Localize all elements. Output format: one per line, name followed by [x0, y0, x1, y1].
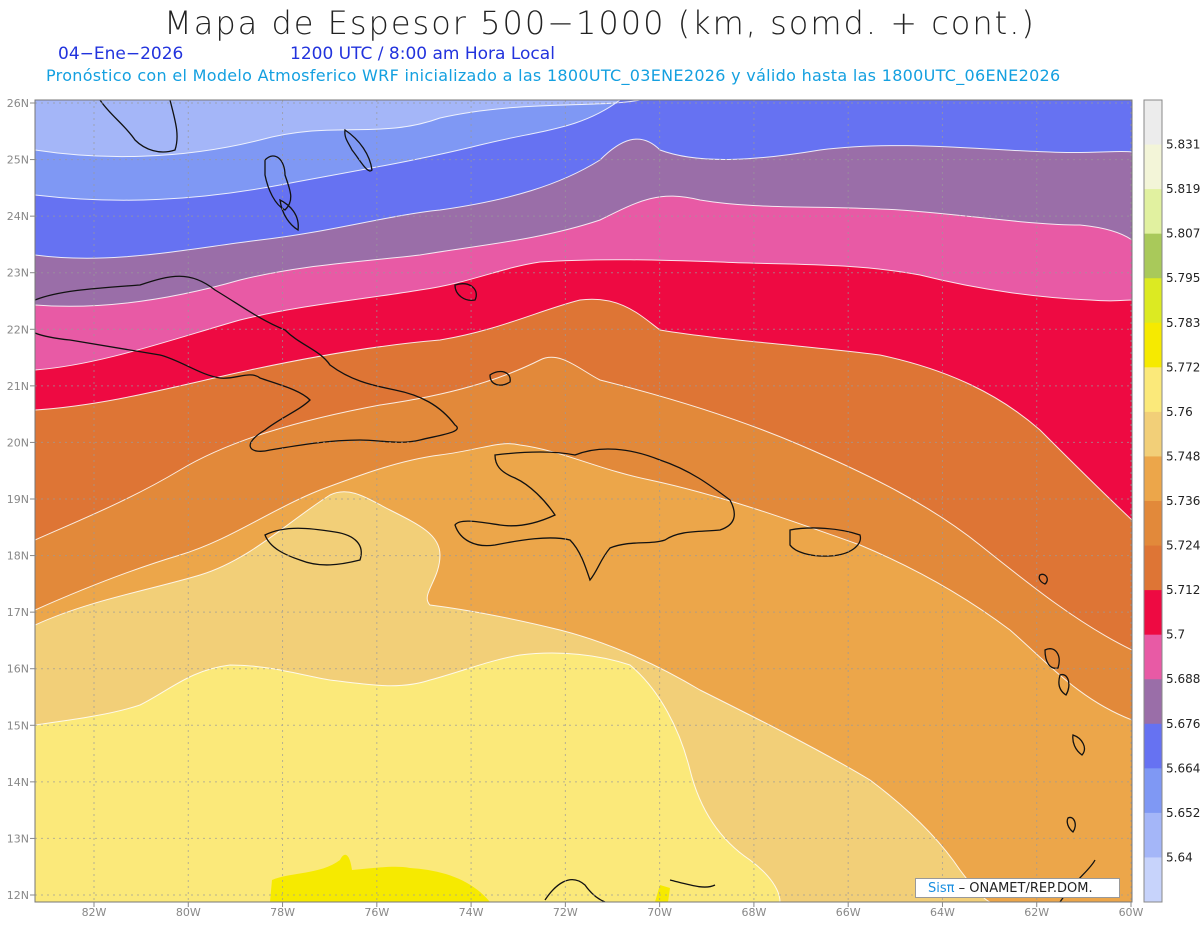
lesser-antilles-coast	[1038, 573, 1086, 833]
lat-label: 14N	[7, 776, 29, 789]
colorbar-label: 5.664	[1166, 761, 1200, 775]
colorbar-label: 5.831	[1166, 138, 1200, 152]
thickness-bands	[35, 100, 1132, 902]
lat-label: 13N	[7, 832, 29, 845]
forecast-date: 04−Ene−2026	[58, 44, 184, 64]
colorbar-label: 5.76	[1166, 405, 1193, 419]
turks-coast	[489, 370, 511, 386]
colorbar-label: 5.676	[1166, 717, 1200, 731]
colorbar-label: 5.724	[1166, 539, 1200, 553]
lat-label: 19N	[7, 493, 29, 506]
lon-label: 64W	[930, 906, 955, 919]
lon-label: 70W	[647, 906, 672, 919]
colorbar-label: 5.819	[1166, 182, 1200, 196]
colorbar-segment	[1144, 723, 1162, 769]
lon-label: 78W	[270, 906, 295, 919]
colorbar-label: 5.795	[1166, 271, 1200, 285]
credit-box: Sisπ – ONAMET/REP.DOM.	[915, 878, 1120, 898]
lon-label: 76W	[364, 906, 389, 919]
band-5772	[35, 653, 780, 902]
lon-label: 68W	[741, 906, 766, 919]
forecast-time: 1200 UTC / 8:00 am Hora Local	[290, 44, 555, 64]
lat-label: 24N	[7, 210, 29, 223]
colorbar-label: 5.64	[1166, 850, 1193, 864]
colorbar-segment	[1144, 501, 1162, 547]
model-info: Pronóstico con el Modelo Atmosferico WRF…	[46, 66, 1061, 85]
inagua-coast	[454, 283, 477, 301]
colorbar-label: 5.807	[1166, 227, 1200, 241]
colorbar-segment	[1144, 590, 1162, 636]
colorbar-segment	[1144, 322, 1162, 368]
colorbar-label: 5.783	[1166, 316, 1200, 330]
band-5783	[270, 854, 490, 902]
colorbar-label: 5.688	[1166, 672, 1200, 686]
colorbar-segment	[1144, 411, 1162, 457]
florida-coast	[99, 100, 178, 153]
puerto-rico-coast	[789, 527, 862, 557]
lon-label: 60W	[1119, 906, 1144, 919]
colorbar-segment	[1144, 768, 1162, 814]
lon-label: 62W	[1024, 906, 1049, 919]
eleuthera-coast	[344, 128, 373, 172]
lat-label: 12N	[7, 889, 29, 902]
colorbar-segment	[1144, 812, 1162, 858]
lon-label: 80W	[176, 906, 201, 919]
colorbar-segment	[1144, 100, 1162, 146]
credit-text: – ONAMET/REP.DOM.	[954, 881, 1093, 896]
lon-label: 72W	[553, 906, 578, 919]
colorbar-segment	[1144, 857, 1162, 903]
hispaniola-coast	[454, 448, 735, 582]
latitude-labels: 26N 25N 24N 23N 22N 21N 20N 19N 18N 17N 16N 15N 14N 1…	[7, 97, 35, 902]
lat-label: 23N	[7, 267, 29, 280]
lat-label: 15N	[7, 719, 29, 732]
colorbar-segment	[1144, 456, 1162, 502]
colorbar-segment	[1144, 545, 1162, 591]
colorbar-segment	[1144, 278, 1162, 324]
lat-label: 16N	[7, 663, 29, 676]
longitude-labels: 82W 80W 78W 76W 74W 72W 70W 68W 66W 64W 62W 60W	[82, 902, 1144, 919]
colorbar-label: 5.748	[1166, 449, 1200, 463]
grid-lines	[35, 100, 1132, 902]
colorbar-label: 5.772	[1166, 360, 1200, 374]
colorbar-frame	[1143, 99, 1163, 903]
lon-label: 82W	[82, 906, 107, 919]
andros-coast	[279, 198, 299, 232]
lat-label: 26N	[7, 97, 29, 110]
cuba-coast	[35, 275, 458, 452]
colorbar-segment	[1144, 144, 1162, 190]
colorbar-segment	[1144, 679, 1162, 725]
colorbar-label: 5.652	[1166, 806, 1200, 820]
lon-label: 66W	[836, 906, 861, 919]
colorbar-segment	[1144, 634, 1162, 680]
lat-label: 17N	[7, 606, 29, 619]
colorbar-label: 5.712	[1166, 583, 1200, 597]
lat-label: 22N	[7, 323, 29, 336]
sis-logo-text: Sisπ	[928, 881, 955, 896]
lon-label: 74W	[459, 906, 484, 919]
colorbar-segment	[1144, 367, 1162, 413]
lat-label: 20N	[7, 436, 29, 449]
colorbar-segment	[1144, 189, 1162, 235]
lat-label: 21N	[7, 380, 29, 393]
colorbar-segment	[1144, 233, 1162, 279]
bahamas-coast	[264, 155, 292, 211]
band-5783-small	[655, 885, 670, 902]
map-title: Mapa de Espesor 500−1000 (km, somd. + co…	[164, 4, 1036, 42]
colorbar-label: 5.736	[1166, 494, 1200, 508]
colorbar-label: 5.7	[1166, 628, 1185, 642]
contour-lines	[35, 100, 1132, 902]
lat-label: 25N	[7, 154, 29, 167]
colorbar: 5.831 5.819 5.807 5.795 5.783 5.772 5.76 5.748 5…	[1143, 99, 1200, 903]
lat-label: 18N	[7, 550, 29, 563]
plot-frame	[34, 99, 1133, 903]
